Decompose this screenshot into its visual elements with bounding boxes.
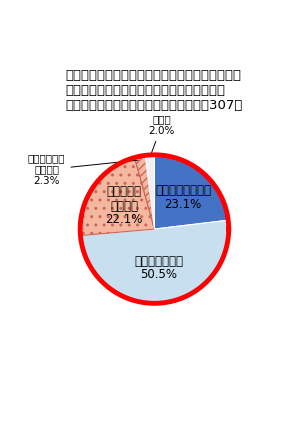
- Wedge shape: [154, 155, 228, 229]
- Text: 50.5%: 50.5%: [140, 269, 177, 281]
- Text: とても重要である: とても重要である: [155, 184, 211, 197]
- Wedge shape: [135, 155, 154, 229]
- Text: 23.1%: 23.1%: [164, 198, 202, 211]
- Text: 無回答
2.0%: 無回答 2.0%: [149, 114, 175, 155]
- Text: 22.1%: 22.1%: [105, 213, 143, 226]
- Wedge shape: [145, 155, 154, 229]
- Text: あまり重要
ではない: あまり重要 ではない: [106, 185, 141, 213]
- Text: まったく重要
ではない
2.3%: まったく重要 ではない 2.3%: [28, 153, 138, 186]
- Text: やや重要である: やや重要である: [134, 255, 183, 268]
- Wedge shape: [80, 157, 154, 236]
- Wedge shape: [81, 220, 229, 304]
- Text: あなたが働くときに、在宅勤務やシェアオフィス
などリモートな環境で働けることは重要だと
思いますか。（１つだけ選択）　（ｎ＝307）: あなたが働くときに、在宅勤務やシェアオフィス などリモートな環境で働けることは重…: [66, 69, 243, 112]
